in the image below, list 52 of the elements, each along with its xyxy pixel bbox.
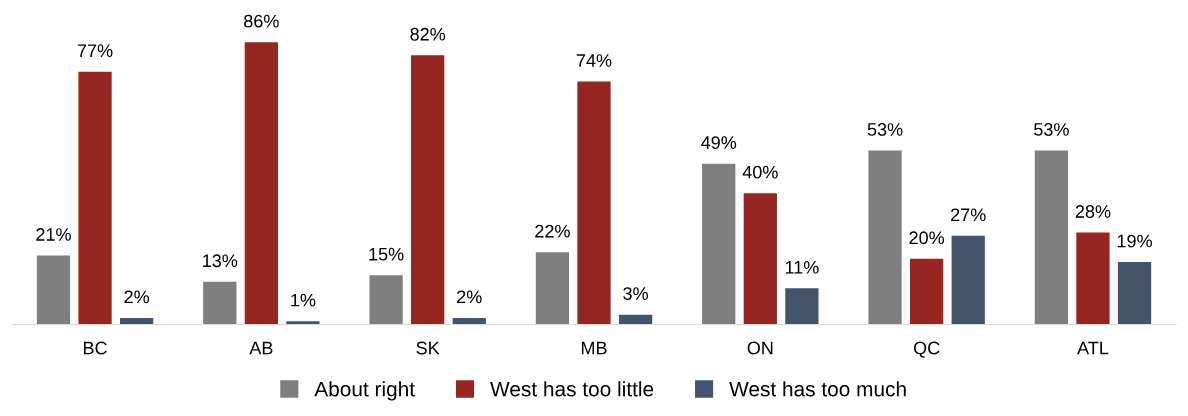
data-label: 13%: [203, 254, 238, 268]
data-label: 77%: [77, 44, 113, 57]
x-tick-label: SK: [416, 341, 440, 355]
legend-label: West has too much: [729, 381, 906, 397]
bar: [1034, 150, 1069, 325]
bar: [951, 235, 985, 325]
data-label: 21%: [36, 228, 71, 241]
bar: [618, 314, 653, 325]
bar: [203, 281, 237, 325]
data-label: 1%: [291, 293, 316, 307]
bar: [78, 71, 112, 325]
data-label: 40%: [742, 165, 778, 179]
data-label: 49%: [701, 136, 737, 149]
data-label: 15%: [369, 247, 404, 261]
bar: [244, 42, 278, 325]
x-tick-label: ON: [747, 341, 773, 355]
data-label: 53%: [1034, 123, 1069, 136]
data-label: 2%: [124, 290, 150, 304]
data-label: 22%: [535, 224, 570, 238]
data-label: 28%: [1075, 205, 1111, 218]
bar: [743, 193, 777, 325]
bar: [785, 288, 819, 325]
bar: [452, 317, 486, 325]
bar: [36, 255, 71, 325]
data-label: 19%: [1117, 234, 1152, 248]
bar: [535, 252, 570, 325]
x-tick-label: BC: [83, 341, 107, 355]
data-label: 2%: [457, 290, 482, 304]
data-label: 3%: [623, 287, 648, 300]
bar: [910, 258, 944, 325]
legend-label: West has too little: [490, 381, 654, 397]
bar: [868, 150, 902, 325]
data-label: 74%: [576, 54, 612, 67]
bar: [702, 163, 736, 325]
bar: [286, 321, 320, 325]
bar: [369, 275, 403, 325]
bar: [411, 55, 445, 325]
data-label: 86%: [244, 14, 279, 28]
bar: [1076, 232, 1110, 325]
x-tick-label: ATL: [1077, 341, 1109, 355]
x-tick-label: AB: [249, 341, 273, 355]
x-tick-label: QC: [913, 341, 940, 358]
data-label: 20%: [909, 231, 945, 245]
bar: [119, 317, 154, 325]
data-label: 11%: [785, 260, 819, 274]
bar: [1117, 262, 1152, 325]
bar: [577, 81, 611, 325]
data-label: 53%: [867, 123, 903, 136]
data-label: 27%: [951, 208, 986, 222]
legend-label: About right: [314, 381, 415, 401]
x-tick-label: MB: [581, 341, 607, 355]
data-label: 82%: [410, 27, 446, 41]
